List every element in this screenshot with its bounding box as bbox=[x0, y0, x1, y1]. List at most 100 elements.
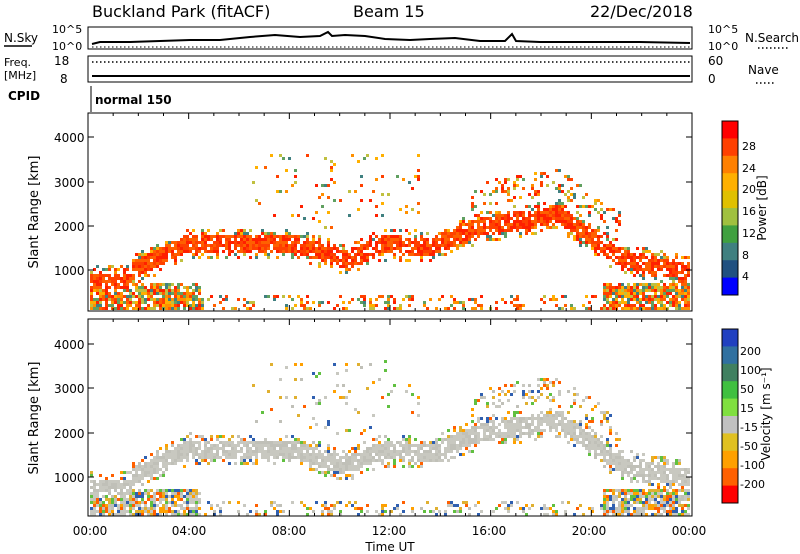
echo-cell bbox=[276, 450, 279, 453]
echo-cell bbox=[384, 435, 387, 438]
echo-cell bbox=[171, 298, 174, 301]
echo-cell bbox=[675, 268, 678, 271]
echo-cell bbox=[102, 307, 105, 310]
echo-cell bbox=[174, 492, 177, 495]
echo-cell bbox=[396, 241, 399, 244]
echo-cell bbox=[438, 510, 441, 513]
echo-cell bbox=[366, 387, 369, 390]
echo-cell bbox=[408, 441, 411, 444]
echo-cell bbox=[381, 247, 384, 250]
echo-cell bbox=[456, 244, 459, 247]
echo-cell bbox=[189, 489, 192, 492]
echo-cell bbox=[381, 250, 384, 253]
echo-cell bbox=[576, 184, 579, 187]
echo-cell bbox=[192, 510, 195, 513]
echo-cell bbox=[597, 211, 600, 214]
echo-cell bbox=[501, 441, 504, 444]
echo-cell bbox=[168, 286, 171, 289]
echo-cell bbox=[450, 304, 453, 307]
echo-cell bbox=[186, 453, 189, 456]
echo-cell bbox=[444, 447, 447, 450]
echo-cell bbox=[342, 262, 345, 265]
echo-cell bbox=[306, 453, 309, 456]
echo-cell bbox=[462, 220, 465, 223]
echo-cell bbox=[585, 238, 588, 241]
echo-cell bbox=[558, 205, 561, 208]
echo-cell bbox=[606, 292, 609, 295]
echo-cell bbox=[108, 507, 111, 510]
echo-cell bbox=[108, 274, 111, 277]
echo-cell bbox=[678, 468, 681, 471]
echo-cell bbox=[273, 447, 276, 450]
echo-cell bbox=[663, 486, 666, 489]
echo-cell bbox=[324, 501, 327, 504]
echo-cell bbox=[684, 286, 687, 289]
echo-cell bbox=[159, 259, 162, 262]
echo-cell bbox=[414, 235, 417, 238]
echo-cell bbox=[684, 304, 687, 307]
echo-cell bbox=[600, 241, 603, 244]
echo-cell bbox=[318, 450, 321, 453]
noise-sky-line bbox=[91, 30, 691, 45]
echo-cell bbox=[570, 426, 573, 429]
echo-cell bbox=[288, 450, 291, 453]
echo-cell bbox=[624, 259, 627, 262]
echo-cell bbox=[516, 220, 519, 223]
xtick-08: 08:00 bbox=[272, 524, 307, 538]
velocity-colorbar-swatch-0 bbox=[722, 329, 738, 347]
echo-cell bbox=[675, 459, 678, 462]
echo-cell bbox=[423, 250, 426, 253]
echo-cell bbox=[507, 193, 510, 196]
echo-cell bbox=[684, 474, 687, 477]
echo-cell bbox=[471, 205, 474, 208]
echo-cell bbox=[264, 444, 267, 447]
echo-cell bbox=[630, 268, 633, 271]
echo-cell bbox=[489, 435, 492, 438]
echo-cell bbox=[648, 507, 651, 510]
echo-cell bbox=[504, 235, 507, 238]
echo-cell bbox=[513, 432, 516, 435]
echo-cell bbox=[663, 489, 666, 492]
nave-tick-low: 0 bbox=[708, 72, 716, 86]
echo-cell bbox=[426, 238, 429, 241]
echo-cell bbox=[213, 247, 216, 250]
echo-cell bbox=[138, 501, 141, 504]
echo-cell bbox=[135, 283, 138, 286]
echo-cell bbox=[402, 447, 405, 450]
echo-cell bbox=[462, 232, 465, 235]
echo-cell bbox=[126, 295, 129, 298]
echo-cell bbox=[498, 435, 501, 438]
echo-cell bbox=[657, 268, 660, 271]
echo-cell bbox=[318, 265, 321, 268]
echo-cell bbox=[216, 235, 219, 238]
echo-cell bbox=[390, 441, 393, 444]
echo-cell bbox=[192, 253, 195, 256]
echo-cell bbox=[687, 289, 690, 292]
echo-cell bbox=[648, 504, 651, 507]
echo-cell bbox=[138, 507, 141, 510]
echo-cell bbox=[309, 447, 312, 450]
echo-cell bbox=[168, 295, 171, 298]
echo-cell bbox=[567, 232, 570, 235]
echo-cell bbox=[525, 393, 528, 396]
echo-cell bbox=[579, 423, 582, 426]
echo-cell bbox=[660, 280, 663, 283]
echo-cell bbox=[369, 307, 372, 310]
echo-cell bbox=[192, 283, 195, 286]
echo-cell bbox=[684, 256, 687, 259]
echo-cell bbox=[462, 441, 465, 444]
echo-cell bbox=[594, 405, 597, 408]
echo-cell bbox=[318, 244, 321, 247]
echo-cell bbox=[162, 295, 165, 298]
echo-cell bbox=[138, 271, 141, 274]
echo-cell bbox=[663, 495, 666, 498]
echo-cell bbox=[432, 447, 435, 450]
echo-cell bbox=[138, 474, 141, 477]
echo-cell bbox=[177, 495, 180, 498]
echo-cell bbox=[618, 465, 621, 468]
echo-cell bbox=[237, 244, 240, 247]
echo-cell bbox=[546, 507, 549, 510]
echo-cell bbox=[387, 238, 390, 241]
echo-cell bbox=[573, 438, 576, 441]
echo-cell bbox=[309, 456, 312, 459]
